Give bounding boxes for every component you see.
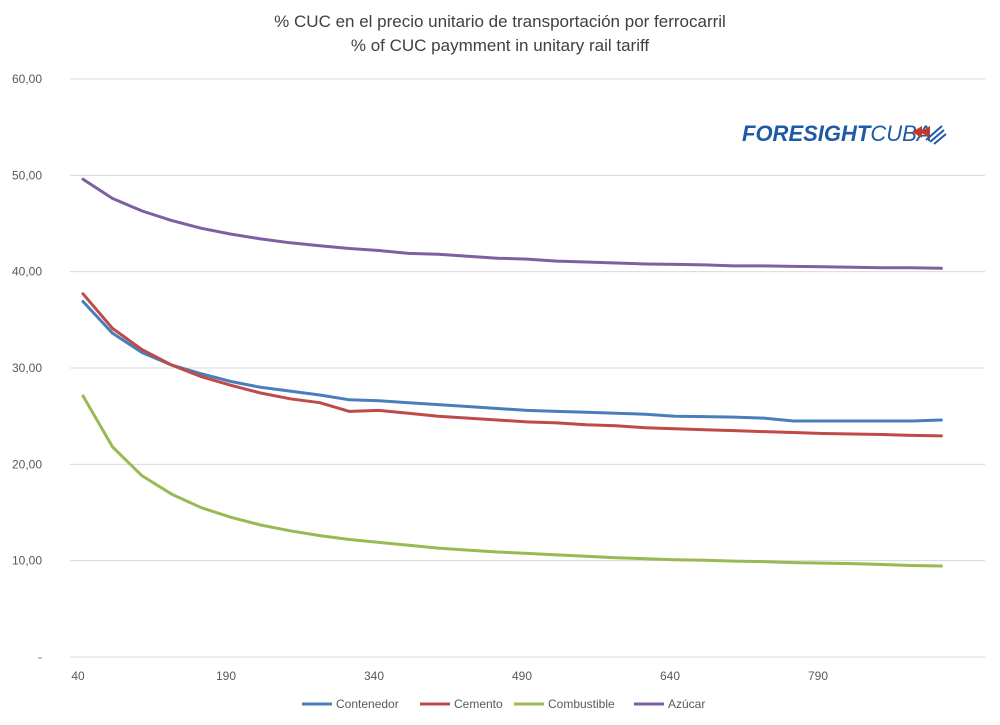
y-tick-label: 30,00 xyxy=(12,361,42,375)
y-tick-label: 50,00 xyxy=(12,168,42,182)
y-tick-label: 10,00 xyxy=(12,554,42,568)
gridlines xyxy=(70,78,985,658)
legend: Contenedor Cemento Combustible Azúcar xyxy=(302,697,705,711)
logo-arrows-icon xyxy=(912,125,947,145)
series-line-contenedor xyxy=(81,300,943,423)
x-axis-ticks: 40 190 340 490 640 790 xyxy=(71,669,828,683)
foresightcuba-logo: FORESIGHTCUBA xyxy=(742,121,947,146)
legend-label: Azúcar xyxy=(668,697,705,711)
x-tick-label: 340 xyxy=(364,669,384,683)
logo-text-part1: FORESIGHT xyxy=(742,121,872,146)
series-line-cemento xyxy=(81,292,943,438)
series-line-combustible xyxy=(81,394,943,568)
logo-text: FORESIGHTCUBA xyxy=(742,121,931,146)
legend-label: Cemento xyxy=(454,697,503,711)
y-tick-label: 20,00 xyxy=(12,457,42,471)
legend-label: Combustible xyxy=(548,697,615,711)
x-tick-label: 190 xyxy=(216,669,236,683)
chart-title: % CUC en el precio unitario de transport… xyxy=(274,12,726,31)
y-tick-label: - xyxy=(38,650,42,664)
legend-label: Contenedor xyxy=(336,697,399,711)
y-tick-label: 40,00 xyxy=(12,265,42,279)
y-axis-ticks: - 10,00 20,00 30,00 40,00 50,00 60,00 xyxy=(12,72,42,664)
x-tick-label: 490 xyxy=(512,669,532,683)
x-tick-label: 640 xyxy=(660,669,680,683)
series-lines xyxy=(81,177,943,568)
x-tick-label: 40 xyxy=(71,669,85,683)
chart-subtitle: % of CUC paymment in unitary rail tariff xyxy=(350,36,650,55)
x-tick-label: 790 xyxy=(808,669,828,683)
y-tick-label: 60,00 xyxy=(12,72,42,86)
logo-text-part2: CUBA xyxy=(870,121,931,146)
series-line-azcar xyxy=(81,177,943,270)
